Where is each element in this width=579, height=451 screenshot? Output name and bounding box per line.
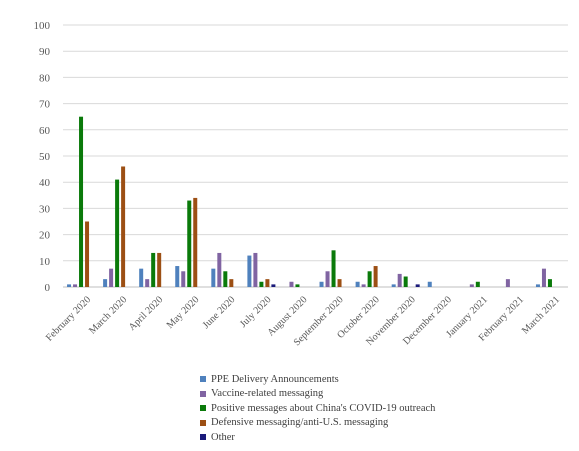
bar-vaccine-related-messaging bbox=[253, 252, 258, 287]
bar-ppe-delivery-announcements bbox=[103, 279, 108, 287]
bars bbox=[67, 116, 552, 287]
y-axis-ticks: 0 10 20 30 40 50 60 70 80 90 100 bbox=[34, 20, 51, 294]
x-tick-label: March 2020 bbox=[87, 294, 129, 336]
legend-item: Defensive messaging/anti-U.S. messaging bbox=[200, 416, 435, 431]
bar-positive-messages-about-china-s-covid-19-outreach bbox=[151, 252, 156, 287]
legend-swatch bbox=[200, 376, 206, 383]
bar-positive-messages-about-china-s-covid-19-outreach bbox=[475, 281, 480, 287]
bar-positive-messages-about-china-s-covid-19-outreach bbox=[331, 250, 336, 287]
x-tick-label: May 2020 bbox=[165, 294, 202, 331]
legend-label: Vaccine-related messaging bbox=[211, 388, 324, 400]
gridlines bbox=[63, 24, 568, 288]
bar-vaccine-related-messaging bbox=[181, 271, 186, 287]
x-tick-label: June 2020 bbox=[201, 294, 238, 331]
legend-swatch bbox=[200, 419, 206, 426]
y-tick-label: 0 bbox=[45, 282, 51, 294]
legend-item: PPE Delivery Announcements bbox=[200, 372, 435, 387]
bar-other bbox=[415, 284, 420, 287]
legend-swatch bbox=[200, 405, 206, 412]
bar-defensive-messaging-anti-u-s-messaging bbox=[265, 279, 270, 287]
x-tick-label: February 2020 bbox=[44, 294, 93, 343]
bar-positive-messages-about-china-s-covid-19-outreach bbox=[79, 116, 84, 287]
bar-ppe-delivery-announcements bbox=[391, 284, 396, 287]
bar-ppe-delivery-announcements bbox=[427, 281, 432, 287]
bar-positive-messages-about-china-s-covid-19-outreach bbox=[367, 271, 372, 287]
bar-vaccine-related-messaging bbox=[217, 252, 222, 287]
y-tick-label: 70 bbox=[39, 99, 51, 111]
bar-ppe-delivery-announcements bbox=[355, 281, 360, 287]
bar-ppe-delivery-announcements bbox=[319, 281, 324, 287]
bar-vaccine-related-messaging bbox=[505, 279, 510, 287]
y-tick-label: 60 bbox=[39, 125, 51, 137]
legend-item: Other bbox=[200, 430, 435, 445]
bar-defensive-messaging-anti-u-s-messaging bbox=[121, 166, 126, 287]
y-tick-label: 80 bbox=[39, 72, 51, 84]
bar-ppe-delivery-announcements bbox=[67, 284, 72, 287]
bar-positive-messages-about-china-s-covid-19-outreach bbox=[259, 281, 264, 287]
legend-label: PPE Delivery Announcements bbox=[211, 373, 339, 385]
bar-positive-messages-about-china-s-covid-19-outreach bbox=[187, 200, 192, 287]
legend-label: Defensive messaging/anti-U.S. messaging bbox=[211, 417, 389, 429]
legend-label: Other bbox=[211, 431, 235, 443]
bar-vaccine-related-messaging bbox=[73, 284, 78, 287]
bar-defensive-messaging-anti-u-s-messaging bbox=[85, 221, 90, 287]
y-tick-label: 20 bbox=[39, 230, 51, 242]
bar-positive-messages-about-china-s-covid-19-outreach bbox=[403, 276, 408, 287]
bar-defensive-messaging-anti-u-s-messaging bbox=[193, 197, 198, 287]
x-tick-label: March 2021 bbox=[520, 294, 562, 336]
x-tick-label: April 2020 bbox=[127, 294, 166, 333]
bar-ppe-delivery-announcements bbox=[535, 284, 540, 287]
legend-item: Vaccine-related messaging bbox=[200, 387, 435, 402]
x-tick-label: July 2020 bbox=[238, 294, 273, 329]
bar-vaccine-related-messaging bbox=[325, 271, 330, 287]
legend-label: Positive messages about China's COVID-19… bbox=[211, 402, 436, 414]
bar-vaccine-related-messaging bbox=[289, 281, 294, 287]
bar-ppe-delivery-announcements bbox=[139, 268, 144, 287]
bar-vaccine-related-messaging bbox=[541, 268, 546, 287]
y-tick-label: 90 bbox=[39, 46, 51, 58]
bar-defensive-messaging-anti-u-s-messaging bbox=[157, 252, 162, 287]
bar-vaccine-related-messaging bbox=[361, 284, 366, 287]
bar-defensive-messaging-anti-u-s-messaging bbox=[229, 279, 234, 287]
bar-other bbox=[271, 284, 276, 287]
bar-ppe-delivery-announcements bbox=[247, 255, 252, 287]
bar-positive-messages-about-china-s-covid-19-outreach bbox=[223, 271, 228, 287]
y-tick-label: 40 bbox=[39, 177, 51, 189]
bar-ppe-delivery-announcements bbox=[175, 266, 180, 287]
legend-swatch bbox=[200, 434, 206, 441]
bar-positive-messages-about-china-s-covid-19-outreach bbox=[547, 279, 552, 287]
bar-vaccine-related-messaging bbox=[145, 279, 150, 287]
bar-vaccine-related-messaging bbox=[469, 284, 474, 287]
bar-ppe-delivery-announcements bbox=[211, 268, 216, 287]
y-tick-label: 10 bbox=[39, 256, 51, 268]
legend: PPE Delivery Announcements Vaccine-relate… bbox=[200, 372, 435, 445]
bar-positive-messages-about-china-s-covid-19-outreach bbox=[295, 284, 300, 287]
legend-item: Positive messages about China's COVID-19… bbox=[200, 401, 435, 416]
bar-defensive-messaging-anti-u-s-messaging bbox=[373, 266, 378, 287]
y-tick-label: 100 bbox=[34, 20, 51, 32]
legend-swatch bbox=[200, 390, 206, 397]
bar-positive-messages-about-china-s-covid-19-outreach bbox=[115, 179, 120, 287]
bar-vaccine-related-messaging bbox=[109, 268, 114, 287]
y-tick-label: 30 bbox=[39, 203, 51, 215]
bar-vaccine-related-messaging bbox=[397, 273, 402, 287]
y-tick-label: 50 bbox=[39, 151, 51, 163]
bar-defensive-messaging-anti-u-s-messaging bbox=[337, 279, 342, 287]
